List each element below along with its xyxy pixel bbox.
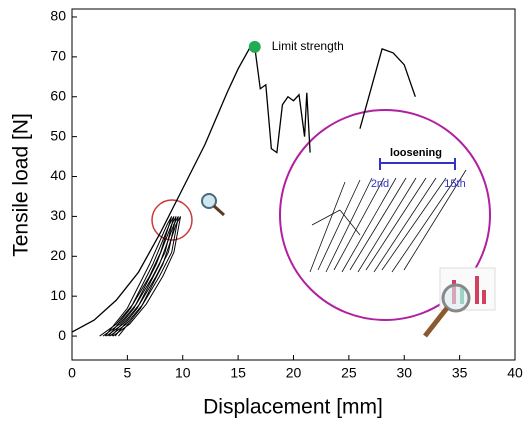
inset-end: 15th — [444, 178, 465, 190]
y-tick-label: 60 — [50, 87, 66, 103]
y-tick-label: 20 — [50, 247, 66, 263]
limit-label: Limit strength — [272, 39, 344, 53]
inset-lines — [309, 169, 467, 273]
y-tick-label: 80 — [50, 8, 66, 24]
x-tick-label: 5 — [123, 365, 131, 381]
x-tick-label: 35 — [452, 365, 468, 381]
series-line — [99, 216, 173, 337]
series-line — [71, 46, 416, 333]
x-tick-label: 15 — [230, 365, 246, 381]
y-tick-label: 40 — [50, 167, 66, 183]
x-tick-label: 10 — [175, 365, 191, 381]
y-tick-label: 50 — [50, 127, 66, 143]
x-tick-label: 20 — [286, 365, 302, 381]
magnifier-icon — [201, 193, 226, 217]
series-line — [109, 216, 179, 337]
inset-label: loosening — [390, 147, 442, 159]
y-tick-label: 10 — [50, 287, 66, 303]
y-axis-label: Tensile load [N] — [10, 113, 33, 257]
x-tick-label: 0 — [68, 365, 76, 381]
chart-icon — [423, 267, 496, 338]
limit-point — [248, 40, 261, 53]
inset-start: 2nd — [371, 178, 389, 190]
zoom-circle — [151, 199, 193, 241]
y-tick-label: 30 — [50, 207, 66, 223]
x-tick-label: 25 — [341, 365, 357, 381]
series-line — [106, 216, 177, 337]
series-line — [102, 216, 175, 337]
x-tick-label: 40 — [507, 365, 523, 381]
y-tick-label: 0 — [58, 327, 66, 343]
x-tick-label: 30 — [396, 365, 412, 381]
x-axis-label: Displacement [mm] — [203, 396, 383, 419]
series-line — [112, 216, 182, 337]
y-tick-label: 70 — [50, 48, 66, 64]
